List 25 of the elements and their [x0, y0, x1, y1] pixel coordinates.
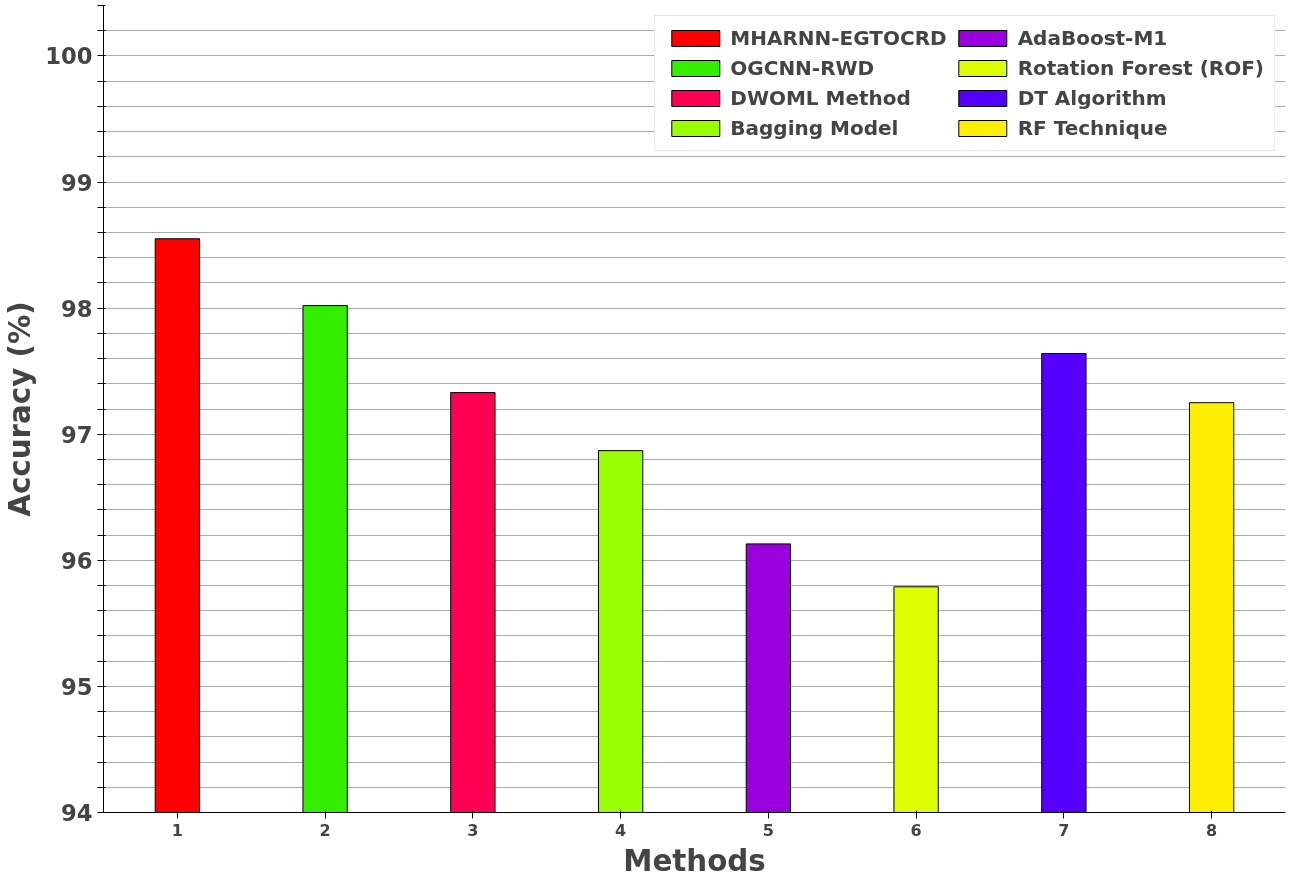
y-tick-label: 100: [45, 43, 93, 70]
legend-label: Bagging Model: [730, 116, 899, 140]
legend-label: DWOML Method: [730, 86, 911, 110]
legend-label: Rotation Forest (ROF): [1017, 56, 1264, 80]
legend-label: OGCNN-RWD: [730, 56, 875, 80]
x-tick-label: 8: [1206, 820, 1218, 840]
x-tick-label: 6: [910, 820, 922, 840]
x-tick-label: 3: [467, 820, 479, 840]
x-tick-label: 2: [319, 820, 331, 840]
legend-label: MHARNN-EGTOCRD: [730, 26, 947, 50]
y-tick-label: 94: [60, 800, 93, 826]
legend-label: DT Algorithm: [1017, 86, 1167, 110]
x-tick-label: 1: [171, 820, 183, 840]
y-tick-label: 95: [60, 673, 93, 700]
x-tick-label: 4: [615, 820, 627, 840]
x-tick-label: 7: [1058, 820, 1070, 840]
x-tick-label: 5: [762, 820, 774, 840]
y-axis-title: Accuracy (%): [3, 301, 38, 517]
y-tick-label: 98: [60, 295, 93, 322]
y-tick-label: 96: [60, 547, 93, 574]
x-axis-title: Methods: [623, 843, 766, 878]
y-tick-label: 97: [60, 421, 93, 448]
y-tick-label: 99: [60, 169, 93, 196]
legend-label: AdaBoost-M1: [1017, 26, 1168, 50]
legend-label: RF Technique: [1017, 116, 1168, 140]
